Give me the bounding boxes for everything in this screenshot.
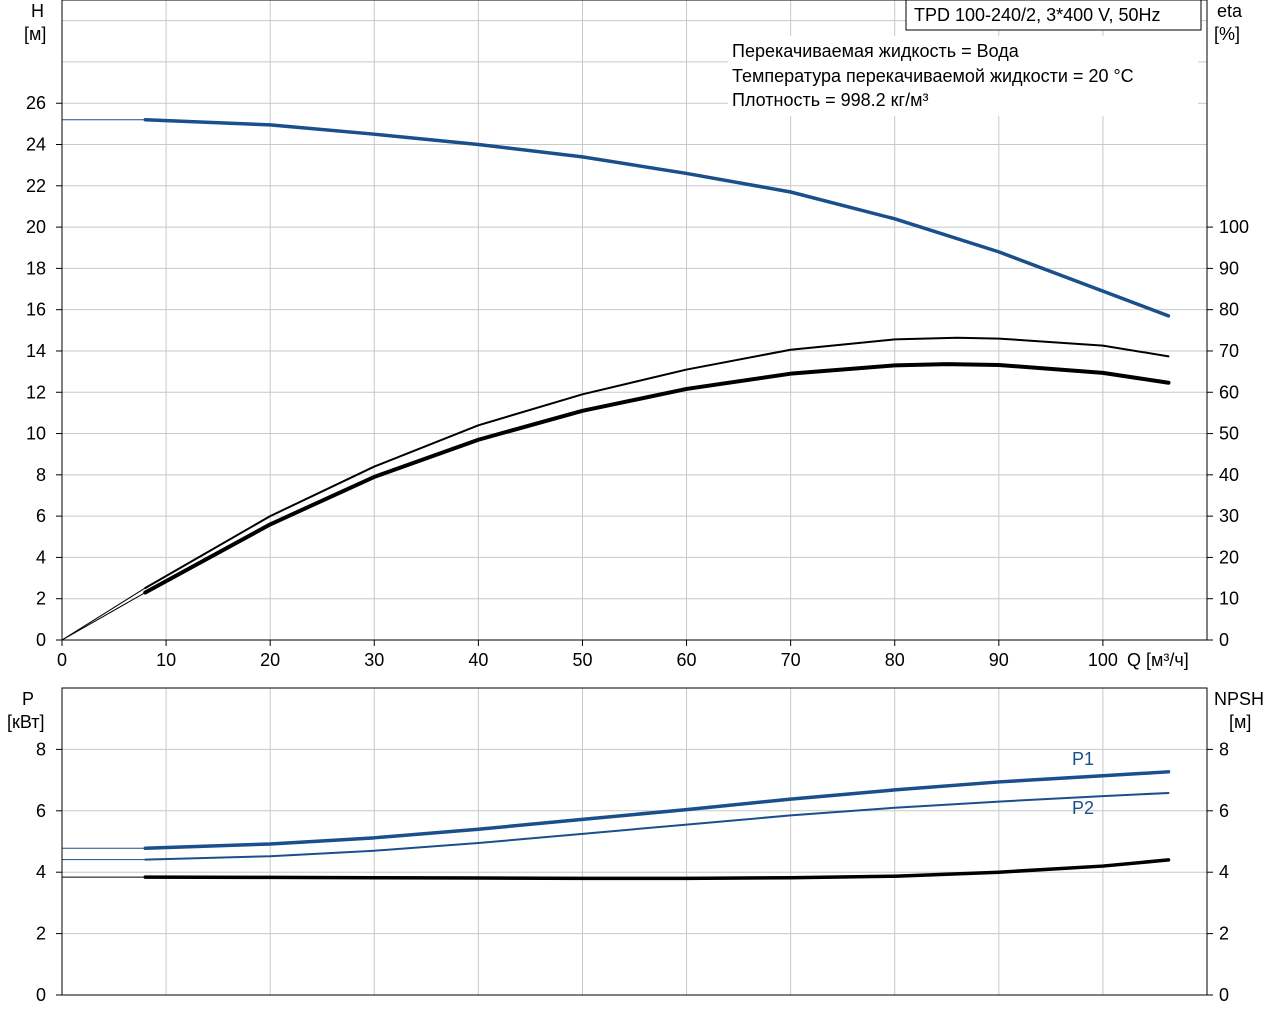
bottom-left-tick-label: 4	[36, 862, 46, 882]
bottom-left-tick-label: 8	[36, 739, 46, 759]
top-x-tick-label: 60	[677, 650, 697, 670]
top-left-tick-label: 6	[36, 506, 46, 526]
top-left-tick-label: 4	[36, 547, 46, 567]
bottom-right-tick-label: 2	[1219, 924, 1229, 944]
top-left-tick-label: 16	[26, 300, 46, 320]
bottom-right-tick-label: 0	[1219, 985, 1229, 1005]
top-right-tick-label: 70	[1219, 341, 1239, 361]
top-left-tick-label: 14	[26, 341, 46, 361]
bottom-panel-curves	[62, 770, 1171, 881]
bottom-right-tick-label: 4	[1219, 862, 1229, 882]
bottom-left-tick-label: 6	[36, 801, 46, 821]
top-x-tick-label: 80	[885, 650, 905, 670]
top-x-tick-label: 10	[156, 650, 176, 670]
top-right-tick-label: 20	[1219, 547, 1239, 567]
top-right-tick-label: 60	[1219, 382, 1239, 402]
top-series-2-leadin	[61, 592, 146, 641]
top-panel-frame	[61, 0, 1208, 641]
npsh-axis-name: NPSH	[1214, 689, 1264, 709]
top-series-0-curve	[143, 117, 1171, 318]
top-left-tick-label: 22	[26, 176, 46, 196]
top-left-tick-label: 0	[36, 630, 46, 650]
h-axis-name: H	[31, 1, 44, 21]
top-x-tick-label: 30	[364, 650, 384, 670]
info-background	[728, 36, 1198, 116]
bottom-series-0-curve	[143, 770, 1171, 851]
bottom-left-tick-label: 0	[36, 985, 46, 1005]
top-x-tick-label: 20	[260, 650, 280, 670]
p2-series-label: P2	[1072, 798, 1094, 818]
bottom-series-2-curve	[143, 858, 1171, 881]
top-x-tick-label: 100	[1088, 650, 1118, 670]
top-x-tick-label: 50	[572, 650, 592, 670]
eta-axis-unit: [%]	[1214, 24, 1240, 44]
top-right-tick-label: 40	[1219, 465, 1239, 485]
top-right-tick-label: 80	[1219, 300, 1239, 320]
top-left-tick-label: 26	[26, 93, 46, 113]
p-axis-unit: [кВт]	[7, 712, 45, 732]
npsh-axis-unit: [м]	[1229, 712, 1251, 732]
temperature-annotation: Температура перекачиваемой жидкости = 20…	[732, 66, 1134, 86]
top-left-tick-label: 18	[26, 258, 46, 278]
top-x-tick-label: 0	[57, 650, 67, 670]
top-panel-ticks: 0246810121416182022242601020304050607080…	[26, 93, 1249, 670]
bottom-panel-grid	[62, 688, 1207, 995]
chart-title: TPD 100-240/2, 3*400 V, 50Hz	[914, 5, 1161, 25]
bottom-panel-frame	[61, 687, 1208, 996]
p1-series-label: P1	[1072, 749, 1094, 769]
top-right-tick-label: 50	[1219, 424, 1239, 444]
top-series-2-curve	[143, 362, 1171, 595]
x-axis-label: Q [м³/ч]	[1127, 650, 1189, 670]
top-left-tick-label: 20	[26, 217, 46, 237]
top-right-tick-label: 100	[1219, 217, 1249, 237]
top-left-tick-label: 8	[36, 465, 46, 485]
title-box	[905, 0, 1202, 31]
top-right-tick-label: 90	[1219, 258, 1239, 278]
top-x-tick-label: 90	[989, 650, 1009, 670]
top-left-tick-label: 10	[26, 424, 46, 444]
h-axis-unit: [м]	[24, 24, 46, 44]
top-series-1-leadin	[61, 587, 146, 641]
top-right-tick-label: 10	[1219, 589, 1239, 609]
top-left-tick-label: 24	[26, 135, 46, 155]
bottom-panel-ticks: 0 2 4 6 8 0 2 4 6 8	[36, 739, 1229, 1005]
top-right-tick-label: 0	[1219, 630, 1229, 650]
top-left-tick-label: 12	[26, 382, 46, 402]
p-axis-name: P	[22, 689, 34, 709]
fluid-annotation: Перекачиваемая жидкость = Вода	[732, 41, 1020, 61]
top-panel-curves	[61, 117, 1171, 641]
top-x-tick-label: 70	[781, 650, 801, 670]
bottom-series-1-curve	[144, 791, 1170, 861]
top-right-tick-label: 30	[1219, 506, 1239, 526]
top-x-tick-label: 40	[468, 650, 488, 670]
bottom-left-tick-label: 2	[36, 924, 46, 944]
bottom-right-tick-label: 8	[1219, 739, 1229, 759]
density-annotation: Плотность = 998.2 кг/м³	[732, 90, 928, 110]
top-left-tick-label: 2	[36, 589, 46, 609]
eta-axis-name: eta	[1217, 1, 1243, 21]
bottom-right-tick-label: 6	[1219, 801, 1229, 821]
top-series-1-curve	[144, 336, 1170, 589]
